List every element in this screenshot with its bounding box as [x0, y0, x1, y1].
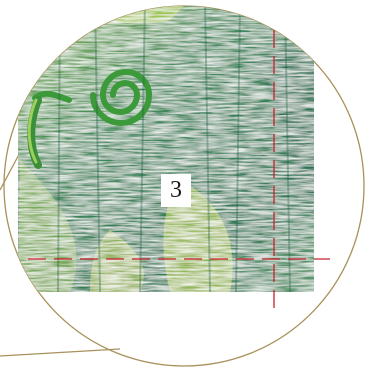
detail-number-label: 3 [161, 174, 191, 207]
spiral-tendril [27, 69, 153, 169]
crop-marks [28, 30, 330, 312]
artwork-texture [18, 6, 314, 292]
connector-line-lower [0, 348, 121, 357]
